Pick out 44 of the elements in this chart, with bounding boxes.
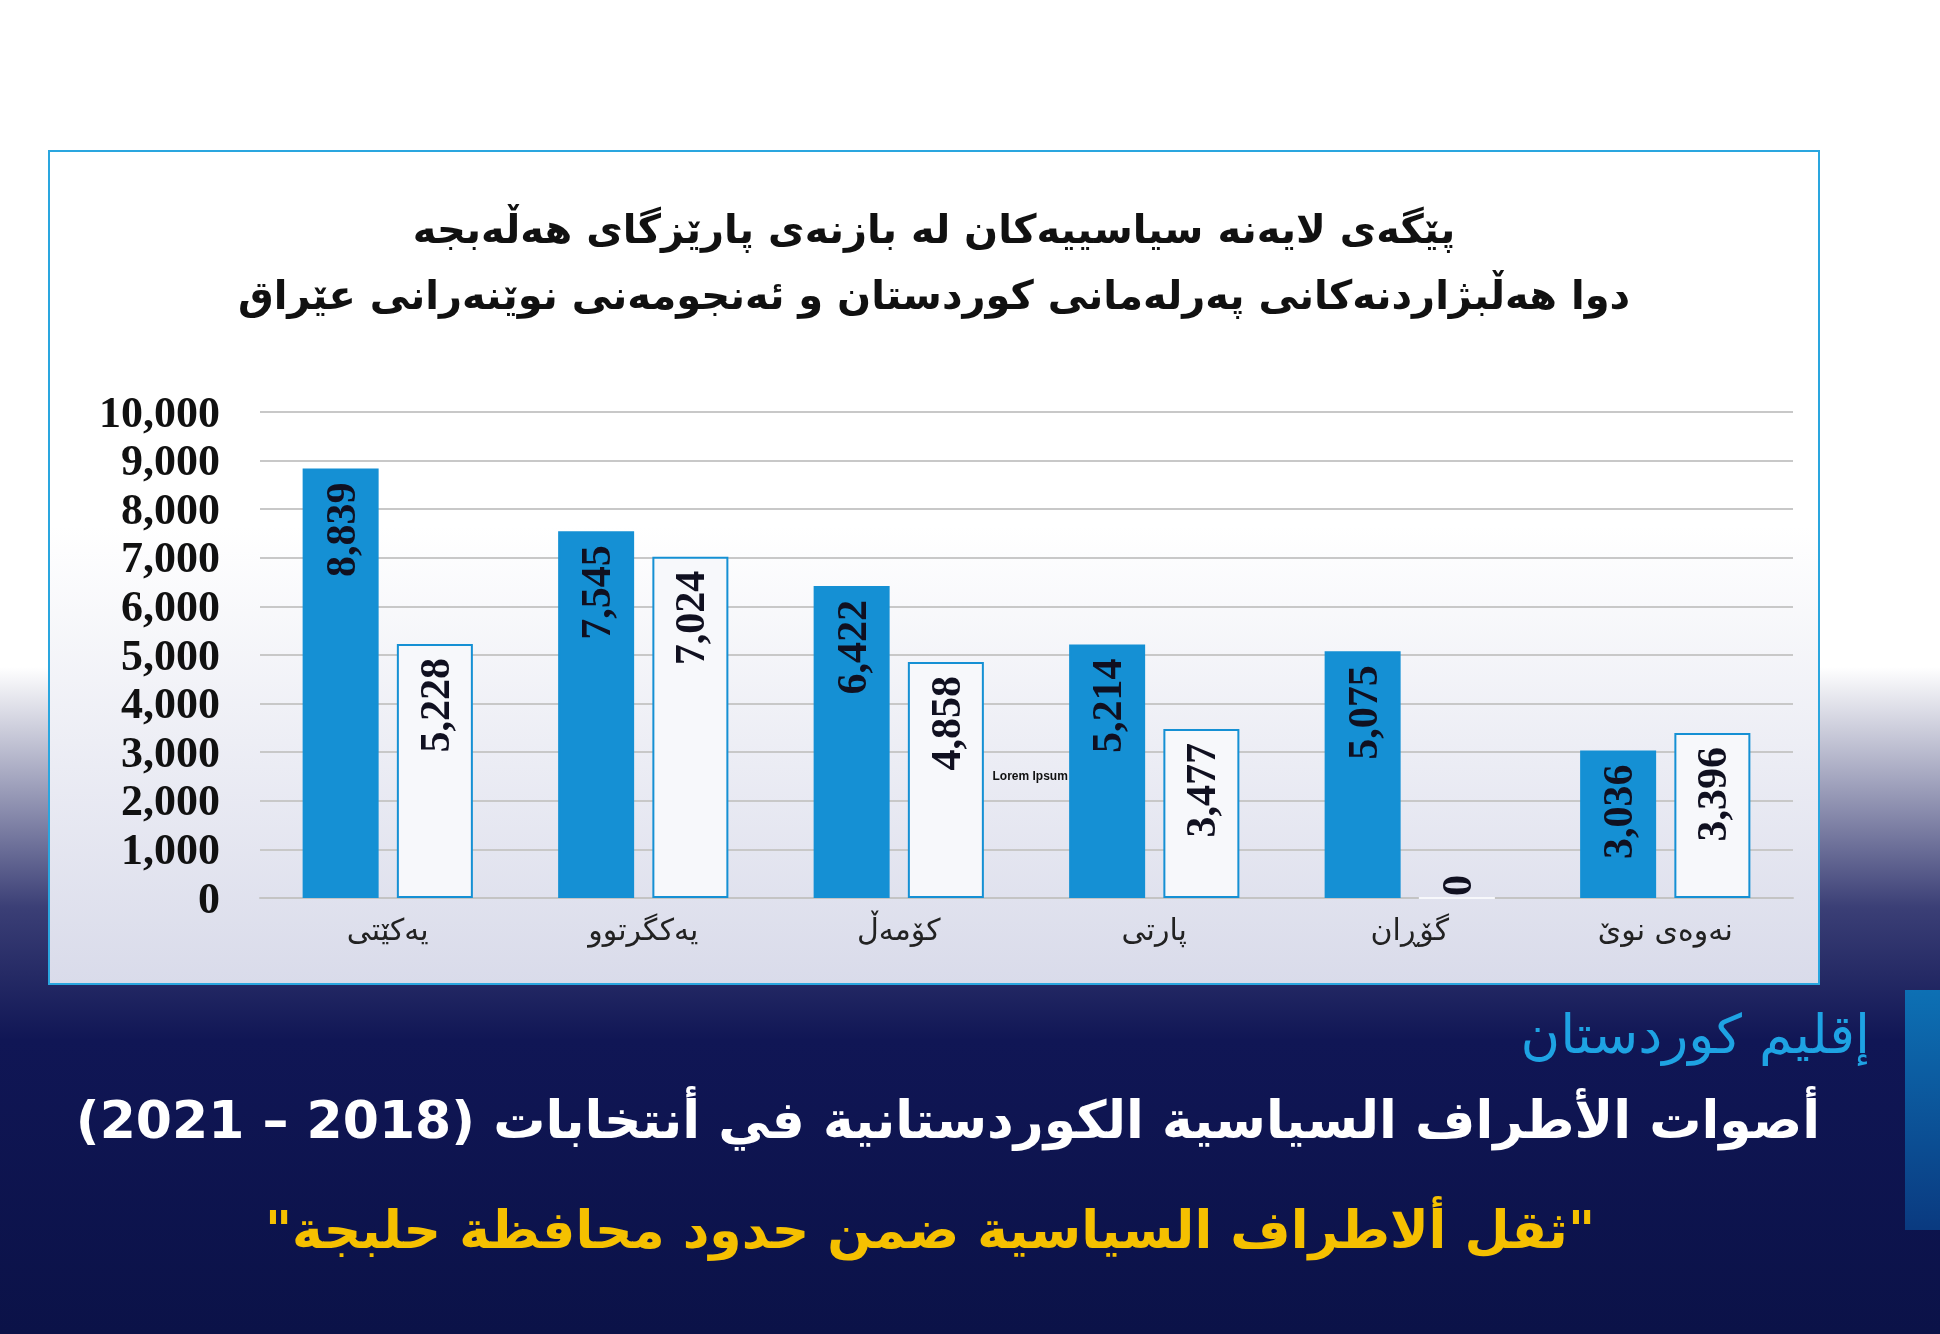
data-label: 3,396 bbox=[1689, 746, 1736, 842]
y-tick-label: 6,000 bbox=[121, 581, 220, 631]
data-label: 4,858 bbox=[922, 675, 969, 771]
y-tick-label: 9,000 bbox=[121, 436, 220, 486]
x-tick-label: یەکێتی bbox=[346, 911, 429, 947]
x-tick-label: نەوەی نوێ bbox=[1597, 911, 1733, 948]
y-tick-label: 5,000 bbox=[121, 630, 220, 680]
y-tick-label: 7,000 bbox=[121, 533, 220, 583]
bar bbox=[1163, 729, 1240, 898]
data-label: 7,545 bbox=[573, 545, 620, 640]
data-label: 3,036 bbox=[1595, 764, 1642, 859]
bar bbox=[907, 661, 984, 898]
text: أصوات الأطراف السياسية الكوردستانية في أنتخابات (2018 – 2021) bbox=[75, 1085, 1820, 1153]
data-label: 7,024 bbox=[667, 570, 714, 666]
bar bbox=[1069, 644, 1146, 898]
bar bbox=[558, 531, 635, 898]
data-label: 3,477 bbox=[1178, 743, 1225, 838]
y-tick-label: 4,000 bbox=[121, 679, 220, 729]
x-tick-label: گۆڕان bbox=[1370, 911, 1450, 947]
text: "ثقل ألاطراف السياسية ضمن حدود محافظة حلبجة" bbox=[264, 1195, 1596, 1263]
text: إقليم كوردستان bbox=[1520, 1002, 1870, 1068]
bar bbox=[1324, 651, 1401, 898]
data-label: 5,228 bbox=[411, 657, 458, 753]
y-tick-label: 0 bbox=[198, 873, 220, 923]
bar bbox=[813, 585, 890, 898]
data-label: 6,422 bbox=[828, 599, 875, 695]
x-tick-label: کۆمەڵ bbox=[856, 909, 942, 947]
x-tick-label: یەکگرتوو bbox=[586, 911, 699, 948]
data-label: 5,214 bbox=[1084, 658, 1131, 754]
bar bbox=[652, 556, 729, 898]
x-tick-label: پارتی bbox=[1121, 911, 1187, 948]
chart-title: پێگەی لایەنە سیاسییەکان لە بازنەی پارێزگای هەڵەبجە bbox=[412, 204, 1456, 253]
bar bbox=[396, 643, 473, 898]
data-label: 8,839 bbox=[317, 482, 364, 577]
y-tick-label: 8,000 bbox=[121, 484, 220, 534]
y-tick-label: 3,000 bbox=[121, 727, 220, 777]
y-tick-label: 2,000 bbox=[121, 776, 220, 826]
bar bbox=[302, 468, 379, 898]
data-label: 0 bbox=[1433, 875, 1480, 896]
annotation: Lorem Ipsum bbox=[992, 768, 1068, 783]
y-tick-label: 10,000 bbox=[99, 387, 220, 437]
data-label: 5,075 bbox=[1339, 665, 1386, 760]
chart-subtitle: دوا هەڵبژاردنەکانی پەرلەمانی کوردستان و ئەنجومەنی نوێنەرانی عێراق bbox=[237, 270, 1631, 319]
y-tick-label: 1,000 bbox=[121, 824, 220, 874]
